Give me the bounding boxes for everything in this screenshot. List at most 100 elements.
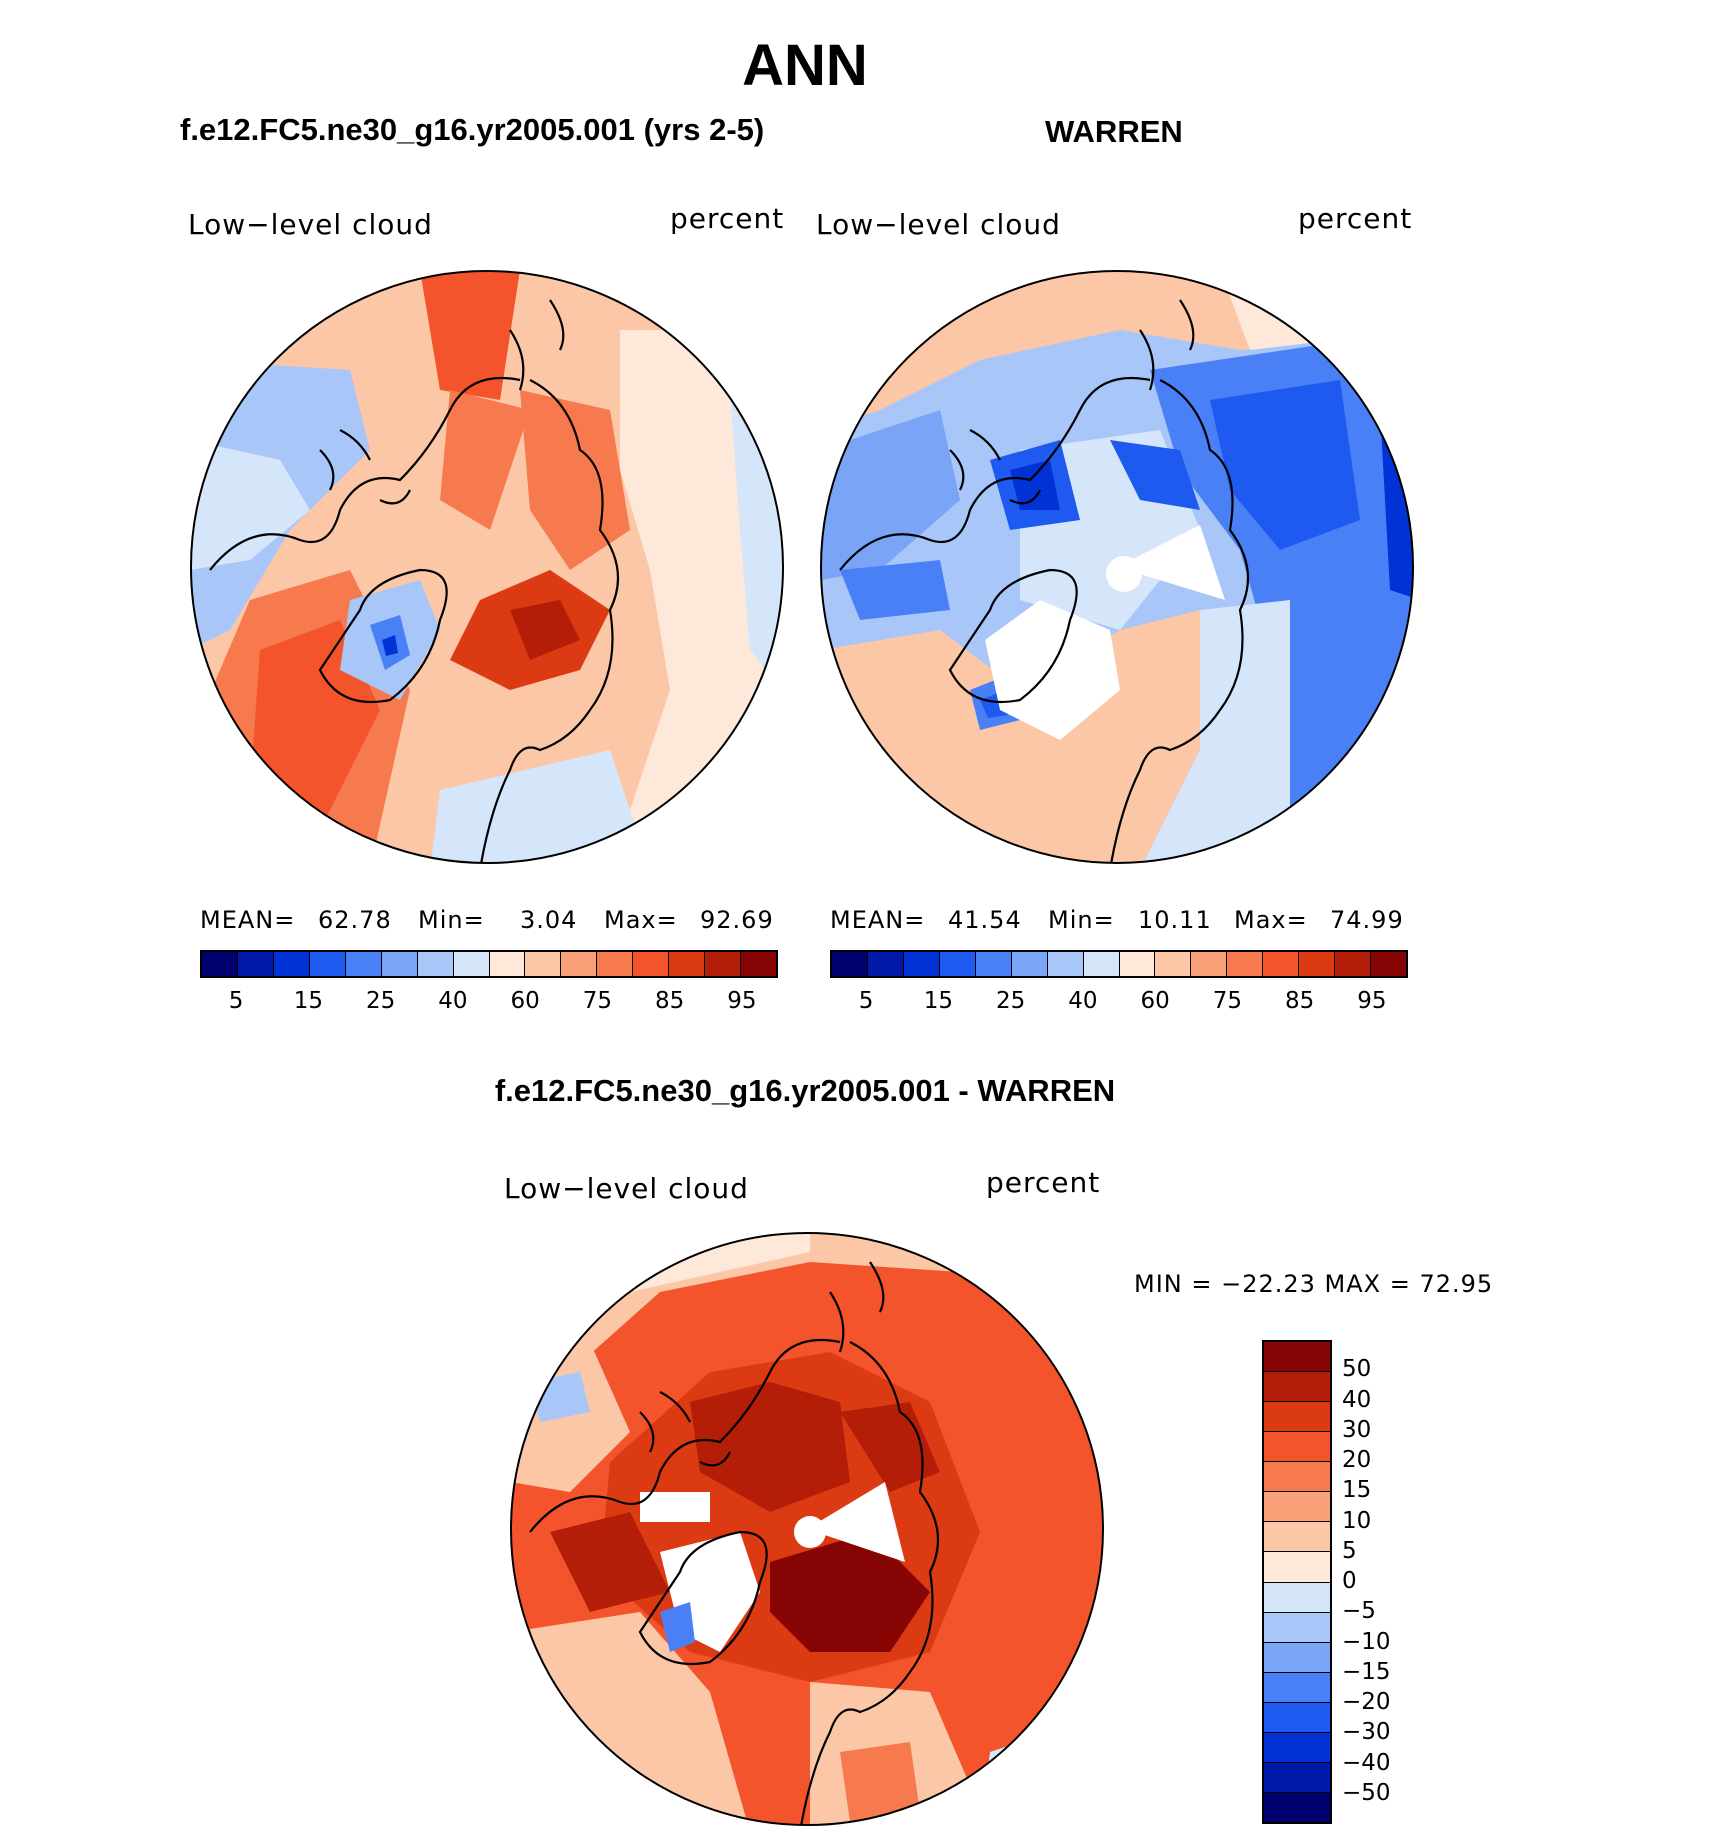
colorbar-swatch — [1264, 1372, 1330, 1403]
colorbar-tick-label: 0 — [1342, 1568, 1357, 1594]
model-min-label: Min= — [418, 906, 485, 934]
diff-polar-map — [510, 1232, 1104, 1826]
colorbar-swatch — [309, 952, 346, 976]
colorbar-swatch — [525, 952, 562, 976]
colorbar-swatch — [1191, 952, 1228, 976]
obs-units-label: percent — [1298, 202, 1413, 235]
obs-mean-value: 41.54 — [948, 906, 1022, 934]
obs-max-label: Max= — [1234, 906, 1308, 934]
colorbar-tick-label: −40 — [1342, 1749, 1391, 1776]
colorbar-tick-label: −5 — [1342, 1598, 1376, 1625]
page-title: ANN — [742, 33, 868, 98]
colorbar-tick-label: 60 — [1140, 988, 1170, 1014]
obs-mean-label: MEAN= — [830, 906, 926, 934]
obs-variable-label: Low−level cloud — [816, 208, 1061, 241]
model-polar-map — [190, 270, 784, 864]
model-mean-value: 62.78 — [318, 906, 392, 934]
colorbar-swatch — [903, 952, 940, 976]
colorbar-tick-label: 15 — [293, 988, 324, 1014]
colorbar-swatch — [1264, 1612, 1330, 1643]
colorbar-tick-label: 10 — [1342, 1507, 1372, 1534]
colorbar-tick-label: 40 — [438, 988, 468, 1014]
colorbar-swatch — [1264, 1582, 1330, 1613]
obs-colorbar — [830, 950, 1408, 978]
diff-variable-label: Low−level cloud — [504, 1172, 749, 1205]
model-units-label: percent — [670, 202, 785, 235]
colorbar-swatch — [1264, 1672, 1330, 1703]
colorbar-tick-label: 95 — [727, 988, 757, 1014]
colorbar-tick-label: −20 — [1342, 1689, 1391, 1715]
colorbar-tick-label: 75 — [1212, 988, 1243, 1014]
colorbar-swatch — [273, 952, 310, 976]
colorbar-swatch — [561, 952, 598, 976]
obs-polar-map — [820, 270, 1414, 864]
colorbar-swatch — [1227, 952, 1264, 976]
obs-min-label: Min= — [1048, 906, 1115, 934]
colorbar-tick-label: 75 — [582, 988, 613, 1014]
colorbar-tick-label: 25 — [995, 988, 1026, 1014]
colorbar-tick-label: 40 — [1342, 1386, 1372, 1413]
colorbar-swatch — [1299, 952, 1336, 976]
colorbar-swatch — [1264, 1702, 1330, 1733]
colorbar-tick-label: 85 — [1284, 988, 1315, 1014]
model-max-value: 92.69 — [700, 906, 774, 934]
colorbar-swatch — [1047, 952, 1084, 976]
colorbar-swatch — [453, 952, 490, 976]
colorbar-swatch — [381, 952, 418, 976]
colorbar-tick-label: 20 — [1342, 1447, 1372, 1473]
colorbar-swatch — [1119, 952, 1156, 976]
colorbar-tick-label: 85 — [654, 988, 685, 1014]
obs-panel-title: WARREN — [1045, 114, 1183, 149]
colorbar-swatch — [1264, 1642, 1330, 1673]
obs-max-value: 74.99 — [1330, 906, 1404, 934]
colorbar-swatch — [1264, 1462, 1330, 1493]
colorbar-swatch — [1371, 952, 1406, 976]
colorbar-swatch — [1335, 952, 1372, 976]
colorbar-swatch — [597, 952, 634, 976]
colorbar-tick-label: −15 — [1342, 1658, 1391, 1685]
colorbar-swatch — [939, 952, 976, 976]
colorbar-swatch — [1264, 1762, 1330, 1793]
colorbar-tick-label: 60 — [510, 988, 540, 1014]
colorbar-swatch — [1264, 1732, 1330, 1763]
colorbar-swatch — [669, 952, 706, 976]
colorbar-swatch — [741, 952, 776, 976]
colorbar-swatch — [1264, 1522, 1330, 1553]
colorbar-swatch — [1264, 1492, 1330, 1523]
model-mean-label: MEAN= — [200, 906, 296, 934]
colorbar-tick-label: 15 — [923, 988, 954, 1014]
colorbar-tick-label: 40 — [1068, 988, 1098, 1014]
colorbar-swatch — [489, 952, 526, 976]
colorbar-swatch — [1264, 1342, 1330, 1373]
colorbar-tick-label: 5 — [228, 988, 244, 1014]
diff-minmax-label: MIN = −22.23 MAX = 72.95 — [1134, 1270, 1494, 1298]
colorbar-swatch — [417, 952, 454, 976]
model-colorbar-ticks: 5 15 25 40 60 75 85 95 — [200, 988, 778, 1018]
model-panel-title: f.e12.FC5.ne30_g16.yr2005.001 (yrs 2-5) — [180, 112, 765, 147]
colorbar-swatch — [705, 952, 742, 976]
colorbar-tick-label: 25 — [365, 988, 396, 1014]
colorbar-swatch — [1264, 1552, 1330, 1583]
colorbar-tick-label: 95 — [1357, 988, 1387, 1014]
colorbar-swatch — [237, 952, 274, 976]
model-variable-label: Low−level cloud — [188, 208, 433, 241]
diff-units-label: percent — [986, 1166, 1101, 1199]
colorbar-tick-label: −10 — [1342, 1628, 1391, 1655]
diff-colorbar — [1262, 1340, 1332, 1824]
colorbar-tick-label: −50 — [1342, 1779, 1391, 1806]
diff-colorbar-ticks: 50 40 30 20 15 10 5 0 −5 −10 −15 −20 −30 −40 −50 — [1342, 1340, 1462, 1824]
colorbar-swatch — [1264, 1792, 1330, 1822]
colorbar-tick-label: 5 — [1342, 1537, 1357, 1564]
colorbar-swatch — [867, 952, 904, 976]
colorbar-swatch — [975, 952, 1012, 976]
colorbar-swatch — [1263, 952, 1300, 976]
colorbar-swatch — [202, 952, 238, 976]
colorbar-swatch — [345, 952, 382, 976]
colorbar-swatch — [1083, 952, 1120, 976]
obs-min-value: 10.11 — [1138, 906, 1212, 934]
colorbar-swatch — [1264, 1402, 1330, 1433]
colorbar-swatch — [1264, 1432, 1330, 1463]
colorbar-swatch — [633, 952, 670, 976]
colorbar-tick-label: 30 — [1342, 1416, 1372, 1443]
colorbar-swatch — [1155, 952, 1192, 976]
